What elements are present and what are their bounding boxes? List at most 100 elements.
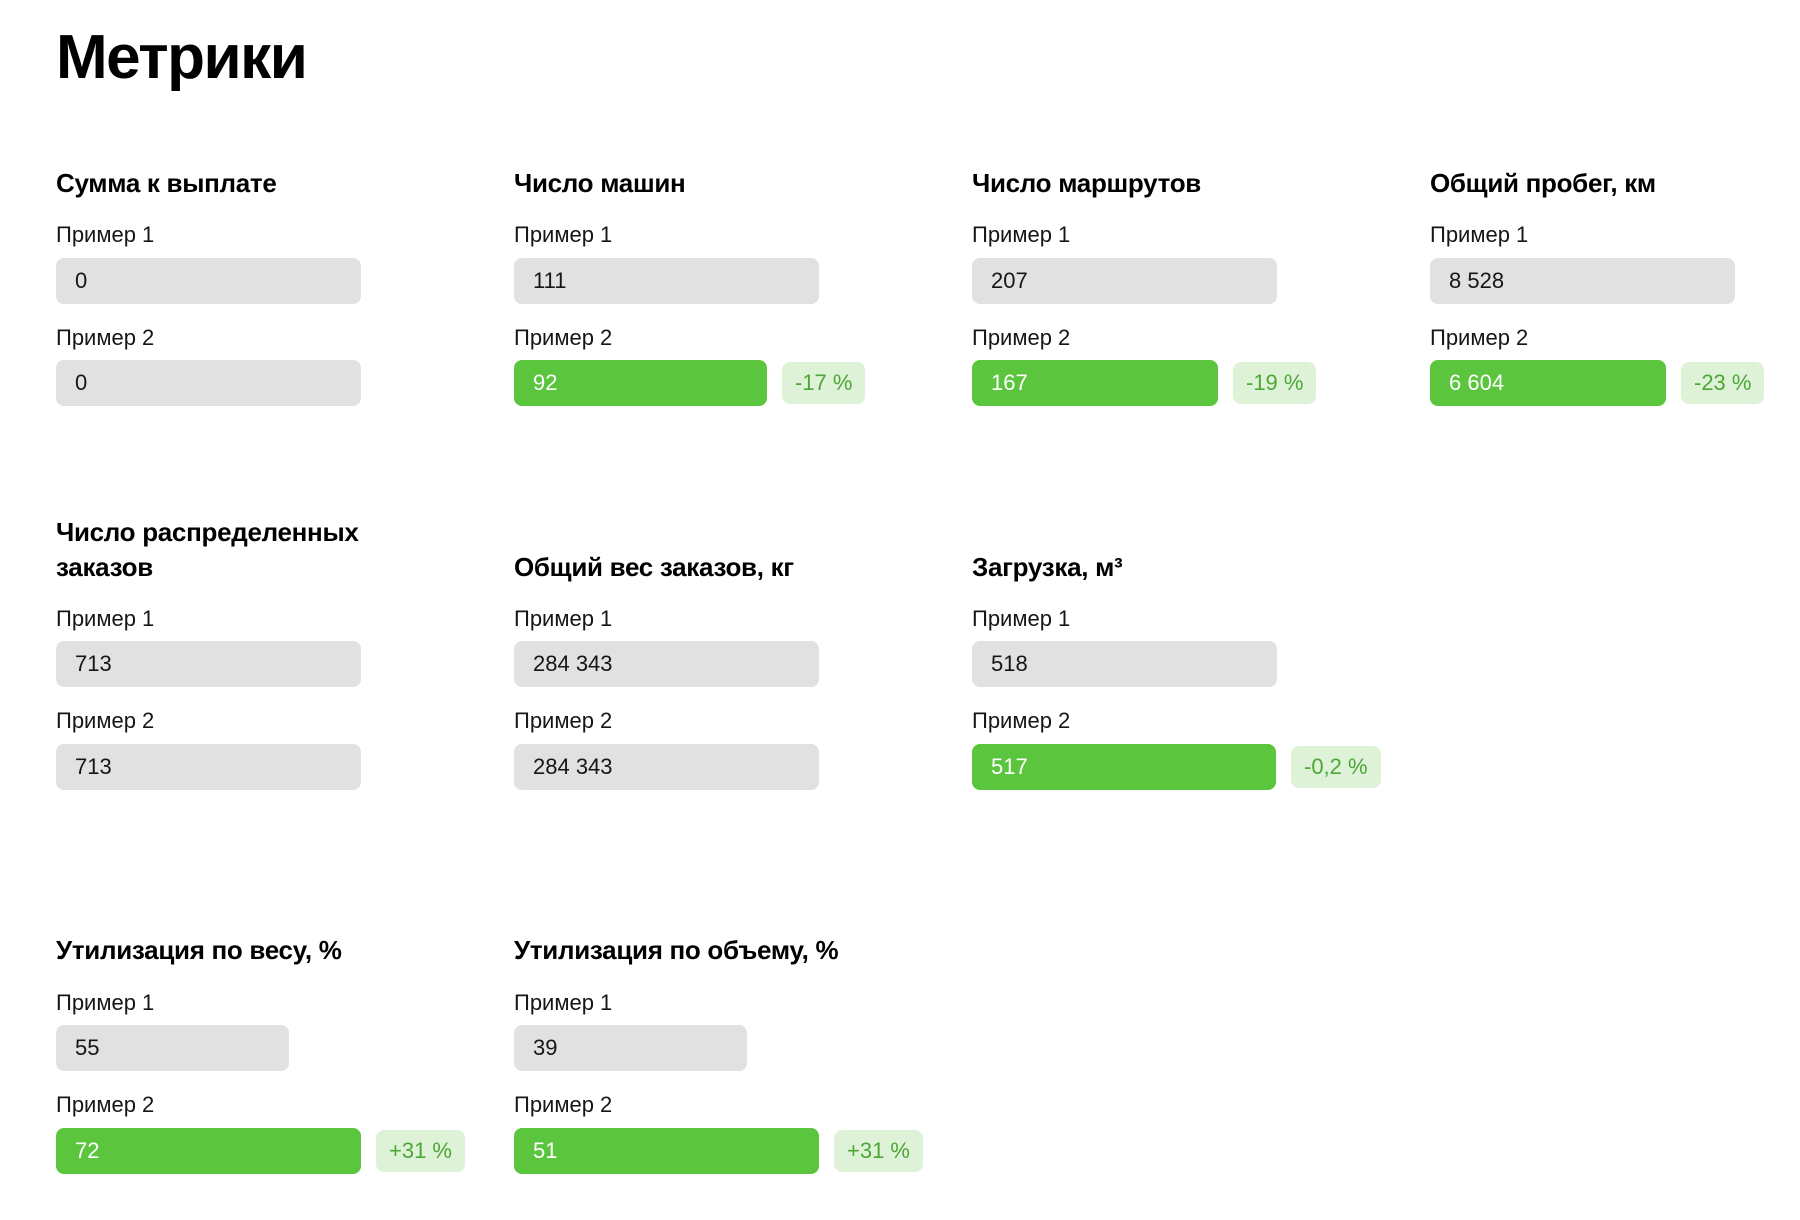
example-1-bar-row: 284 343 — [514, 641, 972, 688]
example-1-bar-row: 207 — [972, 257, 1430, 304]
example-1-bar-row: 713 — [56, 641, 514, 688]
example-2-bar-row: 167 -19 % — [972, 359, 1430, 406]
example-1-label: Пример 1 — [1430, 222, 1529, 248]
example-1-bar-row: 518 — [972, 641, 1430, 688]
example-1-block: Пример 1 111 — [514, 222, 972, 304]
metrics-grid: Сумма к выплате Пример 1 0 Пример 2 0 Чи… — [56, 120, 1800, 1174]
example-1-label: Пример 1 — [972, 222, 1071, 248]
metric-card-title: Общий вес заказов, кг — [514, 551, 794, 582]
example-2-bar-row: 284 343 — [514, 743, 972, 790]
example-2-label: Пример 2 — [972, 324, 1071, 350]
example-1-block: Пример 1 8 528 — [1430, 222, 1800, 304]
example-1-value-bar: 207 — [972, 257, 1277, 304]
example-2-percent-change-badge: +31 % — [376, 1129, 465, 1172]
example-1-label: Пример 1 — [972, 605, 1071, 631]
metric-card-title: Число распределенных заказов — [56, 517, 359, 582]
example-1-label: Пример 1 — [514, 605, 613, 631]
example-2-bar-row: 0 — [56, 359, 514, 406]
example-2-bar-value: 167 — [991, 369, 1028, 395]
example-2-value-bar: 72 — [56, 1127, 361, 1174]
example-1-bar-row: 55 — [56, 1025, 514, 1072]
metric-card: Утилизация по объему, % Пример 1 39 Прим… — [514, 888, 972, 1174]
example-2-label: Пример 2 — [514, 708, 613, 734]
example-2-label: Пример 2 — [56, 708, 155, 734]
example-2-bar-row: 72 +31 % — [56, 1127, 514, 1174]
example-2-value-bar: 167 — [972, 359, 1218, 406]
example-2-bar-row: 6 604 -23 % — [1430, 359, 1800, 406]
example-1-bar-value: 55 — [75, 1035, 100, 1061]
example-2-block: Пример 2 72 +31 % — [56, 1092, 514, 1174]
example-1-block: Пример 1 713 — [56, 605, 514, 688]
example-2-bar-row: 92 -17 % — [514, 359, 972, 406]
metrics-row: Сумма к выплате Пример 1 0 Пример 2 0 Чи… — [56, 120, 1800, 406]
example-1-block: Пример 1 284 343 — [514, 605, 972, 688]
example-2-block: Пример 2 713 — [56, 708, 514, 790]
example-2-block: Пример 2 6 604 -23 % — [1430, 325, 1800, 406]
example-2-bar-row: 713 — [56, 743, 514, 790]
page-title: Метрики — [56, 23, 308, 92]
example-1-bar-value: 39 — [533, 1035, 558, 1061]
metrics-row: Утилизация по весу, % Пример 1 55 Пример… — [56, 888, 1800, 1174]
example-1-value-bar: 713 — [56, 641, 361, 688]
metric-card: Общий вес заказов, кг Пример 1 284 343 П… — [514, 504, 972, 790]
metric-card-title: Общий пробег, км — [1430, 167, 1656, 198]
example-1-bar-row: 39 — [514, 1025, 972, 1072]
example-1-value-bar: 0 — [56, 257, 361, 304]
example-2-label: Пример 2 — [514, 1092, 613, 1118]
example-2-label: Пример 2 — [514, 324, 613, 350]
metric-card-title: Число маршрутов — [972, 167, 1201, 198]
metric-card-title: Утилизация по объему, % — [514, 935, 839, 966]
example-1-block: Пример 1 55 — [56, 989, 514, 1072]
example-1-block: Пример 1 518 — [972, 605, 1430, 688]
example-2-bar-value: 51 — [533, 1137, 558, 1163]
metric-card: Общий пробег, км Пример 1 8 528 Пример 2… — [1430, 120, 1800, 406]
example-1-bar-value: 518 — [991, 651, 1028, 677]
example-1-bar-value: 207 — [991, 267, 1028, 293]
metric-card-title: Загрузка, м³ — [972, 551, 1123, 582]
example-2-block: Пример 2 92 -17 % — [514, 325, 972, 406]
example-1-bar-value: 713 — [75, 651, 112, 677]
example-1-value-bar: 55 — [56, 1025, 289, 1072]
metric-card: Число машин Пример 1 111 Пример 2 92 -17… — [514, 120, 972, 406]
metric-card-title: Сумма к выплате — [56, 167, 277, 198]
example-2-bar-value: 517 — [991, 753, 1028, 779]
metric-card-title: Число машин — [514, 167, 686, 198]
example-2-bar-value: 92 — [533, 369, 558, 395]
example-1-value-bar: 284 343 — [514, 641, 819, 688]
metric-card: Число маршрутов Пример 1 207 Пример 2 16… — [972, 120, 1430, 406]
example-1-value-bar: 39 — [514, 1025, 747, 1072]
example-2-percent-change-badge: +31 % — [834, 1129, 923, 1172]
example-2-bar-value: 284 343 — [533, 753, 613, 779]
example-1-label: Пример 1 — [514, 222, 613, 248]
metric-card: Загрузка, м³ Пример 1 518 Пример 2 517 -… — [972, 504, 1430, 790]
example-2-bar-value: 713 — [75, 753, 112, 779]
example-2-value-bar: 6 604 — [1430, 359, 1666, 406]
example-2-block: Пример 2 284 343 — [514, 708, 972, 790]
example-1-bar-value: 111 — [533, 267, 567, 293]
example-1-label: Пример 1 — [56, 222, 155, 248]
example-2-block: Пример 2 51 +31 % — [514, 1092, 972, 1174]
example-2-value-bar: 51 — [514, 1127, 819, 1174]
example-2-value-bar: 284 343 — [514, 743, 819, 790]
example-1-value-bar: 518 — [972, 641, 1277, 688]
example-2-block: Пример 2 0 — [56, 325, 514, 406]
example-2-bar-value: 6 604 — [1449, 369, 1505, 395]
example-1-block: Пример 1 207 — [972, 222, 1430, 304]
metrics-row: Число распределенных заказов Пример 1 71… — [56, 504, 1800, 790]
example-1-bar-value: 0 — [75, 267, 88, 293]
example-2-bar-row: 517 -0,2 % — [972, 743, 1430, 790]
example-1-bar-row: 0 — [56, 257, 514, 304]
example-1-label: Пример 1 — [56, 989, 155, 1015]
metric-card: Число распределенных заказов Пример 1 71… — [56, 504, 514, 790]
example-2-label: Пример 2 — [972, 708, 1071, 734]
example-1-bar-value: 8 528 — [1449, 267, 1505, 293]
metric-card-title: Утилизация по весу, % — [56, 935, 342, 966]
example-2-value-bar: 713 — [56, 743, 361, 790]
example-2-value-bar: 92 — [514, 359, 767, 406]
example-1-label: Пример 1 — [56, 605, 155, 631]
example-2-label: Пример 2 — [1430, 324, 1529, 350]
example-1-block: Пример 1 0 — [56, 222, 514, 304]
example-1-bar-value: 284 343 — [533, 651, 613, 677]
example-2-percent-change-badge: -19 % — [1233, 361, 1317, 404]
example-2-percent-change-badge: -17 % — [782, 361, 866, 404]
